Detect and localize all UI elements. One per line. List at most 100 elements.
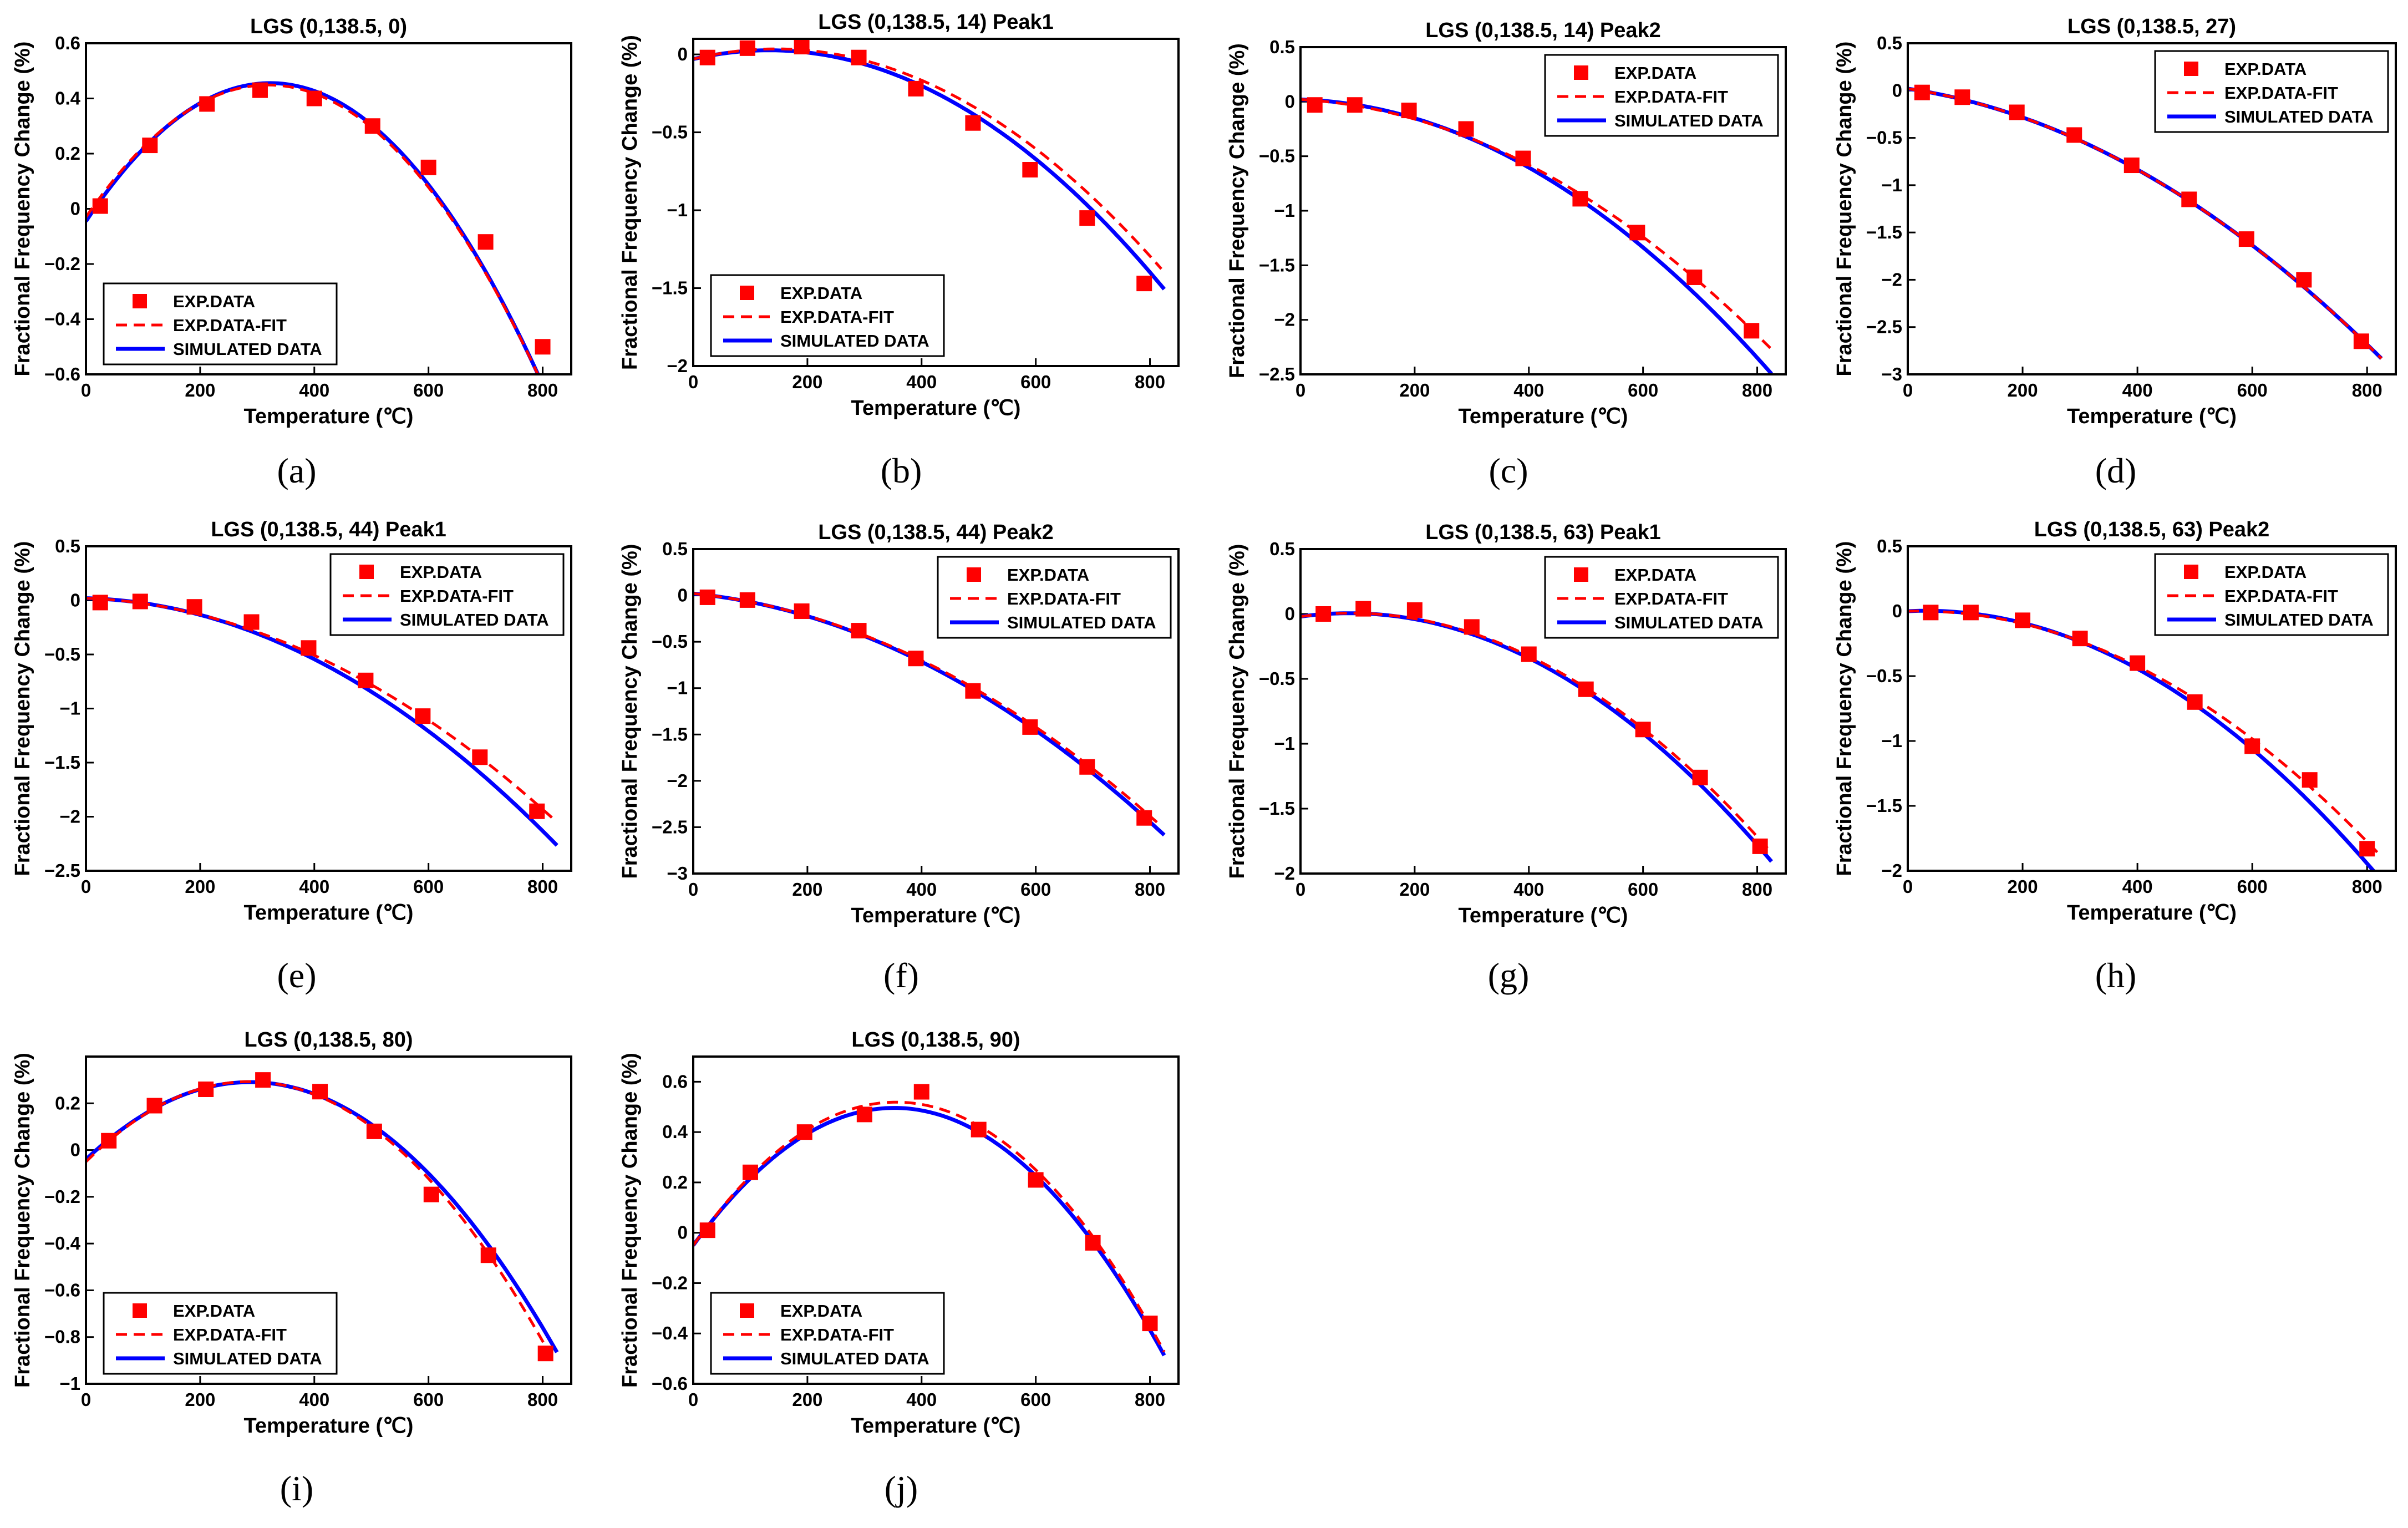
legend-marker-exp [2184, 565, 2198, 579]
legend-label: EXP.DATA-FIT [1614, 589, 1728, 608]
exp-data-point [92, 595, 108, 611]
exp-data-point [699, 1222, 715, 1238]
y-tick-label: −1.5 [652, 724, 688, 744]
y-tick-label: −0.6 [44, 1280, 80, 1300]
y-tick-label: −1.5 [44, 752, 80, 773]
x-axis-label: Temperature (℃) [244, 405, 414, 428]
exp-data-point [796, 1124, 812, 1140]
exp-data-point [794, 39, 810, 55]
exp-data-point [2302, 772, 2318, 788]
legend-marker-exp [967, 567, 981, 582]
exp-data-point [415, 708, 431, 724]
exp-data-point [908, 651, 924, 667]
exp-data-point [1079, 210, 1095, 226]
legend-label: EXP.DATA [2224, 562, 2307, 582]
exp-data-point [856, 1106, 872, 1123]
exp-data-point [1923, 605, 1939, 621]
x-tick-label: 0 [1296, 879, 1305, 900]
legend-marker-exp [2184, 62, 2198, 76]
exp-data-point [243, 614, 260, 630]
legend-label: SIMULATED DATA [780, 1349, 929, 1368]
exp-data-point [423, 1186, 439, 1202]
legend-label: EXP.DATA-FIT [173, 316, 287, 335]
y-tick-label: −1 [1274, 200, 1295, 221]
legend-marker-exp [359, 565, 374, 579]
exp-data-point [908, 80, 924, 97]
exp-data-point [1744, 323, 1760, 339]
legend-label: SIMULATED DATA [400, 610, 549, 630]
exp-data-point [199, 96, 215, 112]
exp-data-point [1629, 225, 1645, 241]
chart-title: LGS (0,138.5, 27) [2067, 15, 2236, 38]
x-axis-label: Temperature (℃) [1459, 904, 1628, 927]
legend-label: EXP.DATA [173, 1301, 255, 1321]
x-tick-label: 200 [2008, 380, 2038, 400]
exp-data-point [420, 159, 436, 175]
x-tick-label: 600 [1628, 380, 1658, 400]
y-tick-label: −2 [1881, 860, 1902, 881]
exp-data-point [699, 49, 715, 65]
y-axis-label: Fractional Frequency Change (%) [1226, 43, 1249, 378]
x-axis-label: Temperature (℃) [851, 1414, 1021, 1438]
exp-data-point [366, 1123, 382, 1139]
exp-data-point [2066, 127, 2082, 143]
legend: EXP.DATA EXP.DATA-FIT SIMULATED DATA [1544, 54, 1779, 137]
legend-label: EXP.DATA [1614, 565, 1696, 585]
exp-data-point [1307, 97, 1323, 113]
x-tick-label: 200 [792, 879, 822, 900]
x-tick-label: 600 [2237, 380, 2268, 400]
exp-data-point [794, 603, 810, 619]
exp-data-point [535, 339, 551, 355]
y-tick-label: −0.4 [44, 1233, 81, 1253]
exp-data-point [1355, 601, 1371, 617]
chart-title: LGS (0,138.5, 14) Peak1 [818, 11, 1054, 34]
legend-label: EXP.DATA [780, 1301, 862, 1321]
y-tick-label: −2 [1881, 269, 1902, 290]
plot-frame [692, 38, 1180, 367]
panel-i: LGS (0,138.5, 80) 0 200 400 600 800 −1 −0.8 −0.6… [11, 1028, 572, 1508]
y-tick-label: −0.5 [652, 122, 688, 143]
plot-area [693, 1100, 1166, 1357]
x-tick-label: 400 [906, 372, 937, 392]
y-tick-label: −1 [667, 200, 688, 220]
x-tick-label: 800 [1742, 879, 1772, 900]
exp-data-point [1963, 605, 1979, 621]
plot-frame [1907, 545, 2397, 872]
y-tick-label: −1.5 [1866, 222, 1902, 242]
y-tick-label: −0.5 [1866, 128, 1902, 148]
x-tick-label: 200 [1399, 380, 1430, 400]
exp-data-point [1136, 810, 1152, 826]
x-tick-label: 0 [1903, 876, 1913, 897]
exp-data-point [1079, 759, 1095, 775]
y-tick-label: 0.4 [662, 1121, 688, 1142]
exp-data-point [1686, 269, 1703, 285]
exp-data-point [2015, 612, 2031, 628]
y-tick-label: 0.2 [55, 143, 80, 164]
exp-data-point [306, 90, 322, 106]
y-tick-label: 0 [1285, 603, 1295, 624]
y-axis-label: Fractional Frequency Change (%) [618, 544, 642, 879]
legend-label: SIMULATED DATA [1614, 111, 1764, 130]
panel-e: LGS (0,138.5, 44) Peak1 0 200 400 600 800 −2.5… [11, 518, 572, 995]
legend: EXP.DATA EXP.DATA-FIT SIMULATED DATA [2154, 553, 2389, 636]
y-tick-label: 0.5 [1269, 539, 1295, 559]
panel-label: (b) [881, 451, 922, 490]
x-tick-label: 800 [527, 876, 558, 897]
exp-data-point [965, 683, 981, 699]
exp-data-point [2123, 158, 2140, 174]
exp-data-point [2181, 191, 2197, 207]
x-tick-label: 200 [185, 1389, 215, 1410]
legend-marker-exp [1574, 567, 1588, 582]
exp-data-point [742, 1164, 758, 1180]
x-tick-label: 800 [1742, 380, 1772, 400]
exp-data-point [142, 138, 158, 154]
x-tick-label: 0 [1296, 380, 1305, 400]
y-tick-label: −1 [1274, 733, 1295, 754]
exp-data-point [2353, 333, 2369, 349]
y-tick-label: −0.6 [44, 364, 80, 384]
exp-data-point [186, 599, 202, 615]
exp-data-point [971, 1121, 987, 1138]
legend: EXP.DATA EXP.DATA-FIT SIMULATED DATA [710, 274, 945, 357]
legend: EXP.DATA EXP.DATA-FIT SIMULATED DATA [2154, 50, 2389, 133]
panel-f: LGS (0,138.5, 44) Peak2 0 200 400 600 800 −3 −2… [618, 521, 1180, 995]
